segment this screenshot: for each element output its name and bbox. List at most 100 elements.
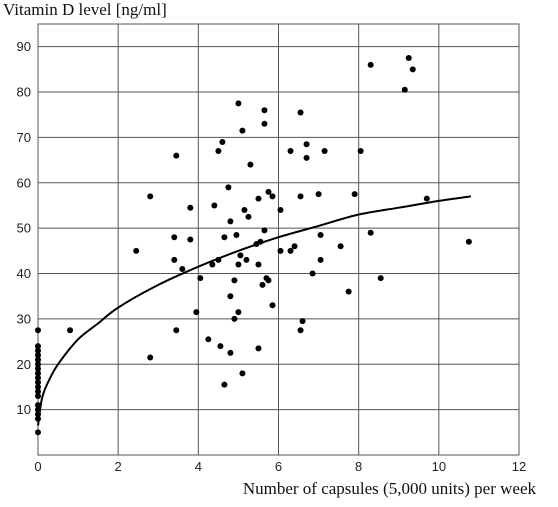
data-point	[215, 256, 222, 263]
data-point	[377, 275, 384, 282]
x-tick-label: 8	[355, 459, 362, 474]
data-point	[221, 234, 228, 241]
fit-curve	[37, 195, 472, 426]
data-point	[261, 120, 268, 127]
data-point	[171, 234, 178, 241]
data-point	[197, 275, 204, 282]
data-point	[221, 381, 228, 388]
x-tick-label: 2	[115, 459, 122, 474]
data-point	[357, 148, 364, 155]
data-point	[211, 202, 218, 209]
data-point	[35, 347, 41, 354]
data-point	[299, 318, 306, 325]
data-point	[225, 184, 232, 191]
y-axis-label: Vitamin D level [ng/ml]	[3, 0, 167, 19]
data-point	[231, 315, 238, 322]
data-point	[67, 327, 74, 334]
data-point	[227, 218, 234, 225]
data-point	[269, 193, 276, 200]
data-point	[35, 365, 41, 372]
data-point	[287, 247, 294, 254]
data-point	[277, 207, 284, 214]
data-point	[205, 336, 212, 343]
x-tick-label: 0	[34, 459, 41, 474]
data-point	[303, 154, 310, 161]
data-point	[265, 188, 272, 195]
data-point	[35, 356, 41, 363]
data-point	[133, 247, 140, 254]
y-tick-label: 60	[17, 175, 31, 190]
y-tick-label: 90	[17, 39, 31, 54]
x-tick-label: 6	[275, 459, 282, 474]
data-point	[269, 302, 276, 309]
data-point	[171, 256, 178, 263]
data-point	[147, 193, 154, 200]
data-point	[209, 261, 216, 268]
data-point	[257, 238, 264, 245]
data-point	[217, 343, 224, 350]
data-point	[219, 138, 226, 145]
data-point	[277, 247, 284, 254]
x-tick-label: 12	[512, 459, 526, 474]
data-points	[35, 55, 472, 436]
data-point	[409, 66, 416, 73]
data-point	[345, 288, 352, 295]
data-point	[35, 327, 41, 334]
data-point	[35, 343, 41, 350]
data-point	[35, 352, 41, 359]
data-point	[35, 429, 41, 436]
data-point	[235, 100, 242, 107]
data-point	[423, 195, 430, 202]
y-tick-label: 30	[17, 311, 31, 326]
data-point	[187, 236, 194, 243]
data-point	[255, 345, 262, 352]
data-point	[237, 252, 244, 259]
data-point	[173, 152, 180, 159]
data-point	[245, 213, 252, 220]
data-point	[303, 141, 310, 148]
data-point	[321, 148, 328, 155]
y-tick-label: 10	[17, 402, 31, 417]
data-point	[405, 55, 412, 62]
data-point	[317, 256, 324, 263]
x-tick-label: 4	[195, 459, 202, 474]
data-point	[255, 261, 262, 268]
data-point	[255, 195, 262, 202]
data-point	[351, 191, 358, 198]
data-point	[35, 370, 41, 377]
data-point	[227, 293, 234, 300]
data-point	[287, 148, 294, 155]
data-point	[367, 61, 374, 68]
data-point	[265, 277, 272, 284]
data-point	[179, 265, 186, 272]
data-point	[239, 127, 246, 134]
y-tick-label: 70	[17, 130, 31, 145]
data-point	[317, 231, 324, 238]
x-tick-label: 10	[432, 459, 446, 474]
data-point	[173, 327, 180, 334]
data-point	[215, 148, 222, 155]
plot-frame	[37, 23, 520, 456]
data-point	[315, 191, 322, 198]
data-point	[231, 277, 238, 284]
data-point	[465, 238, 472, 245]
data-point	[243, 256, 250, 263]
data-point	[35, 383, 41, 390]
data-point	[35, 415, 41, 422]
data-point	[35, 374, 41, 381]
data-point	[247, 161, 254, 168]
data-point	[35, 411, 41, 418]
data-point	[193, 309, 200, 316]
data-point	[337, 243, 344, 250]
data-point	[259, 281, 266, 288]
grid	[38, 24, 519, 455]
data-point	[235, 309, 242, 316]
x-axis-label: Number of capsules (5,000 units) per wee…	[243, 479, 537, 498]
data-point	[291, 243, 298, 250]
data-point	[297, 193, 304, 200]
data-point	[147, 354, 154, 361]
data-point	[239, 370, 246, 377]
y-tick-label: 80	[17, 85, 31, 100]
data-point	[35, 379, 41, 386]
